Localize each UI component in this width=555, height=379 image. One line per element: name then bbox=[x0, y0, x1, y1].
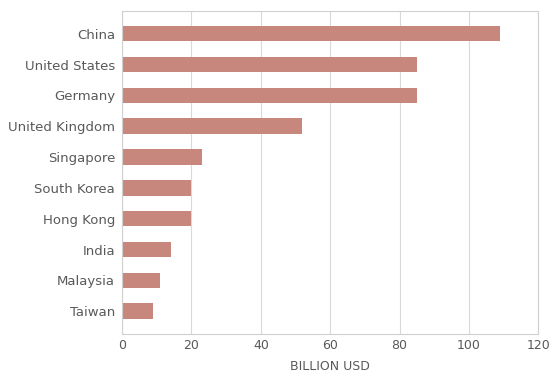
Bar bbox=[122, 119, 302, 134]
X-axis label: BILLION USD: BILLION USD bbox=[290, 360, 370, 373]
Bar bbox=[122, 26, 500, 41]
Bar bbox=[122, 180, 191, 196]
Bar bbox=[122, 149, 202, 165]
Bar bbox=[122, 211, 191, 226]
Bar bbox=[122, 57, 417, 72]
Bar bbox=[122, 304, 153, 319]
Bar bbox=[122, 242, 171, 257]
Bar bbox=[122, 273, 160, 288]
Bar bbox=[122, 88, 417, 103]
